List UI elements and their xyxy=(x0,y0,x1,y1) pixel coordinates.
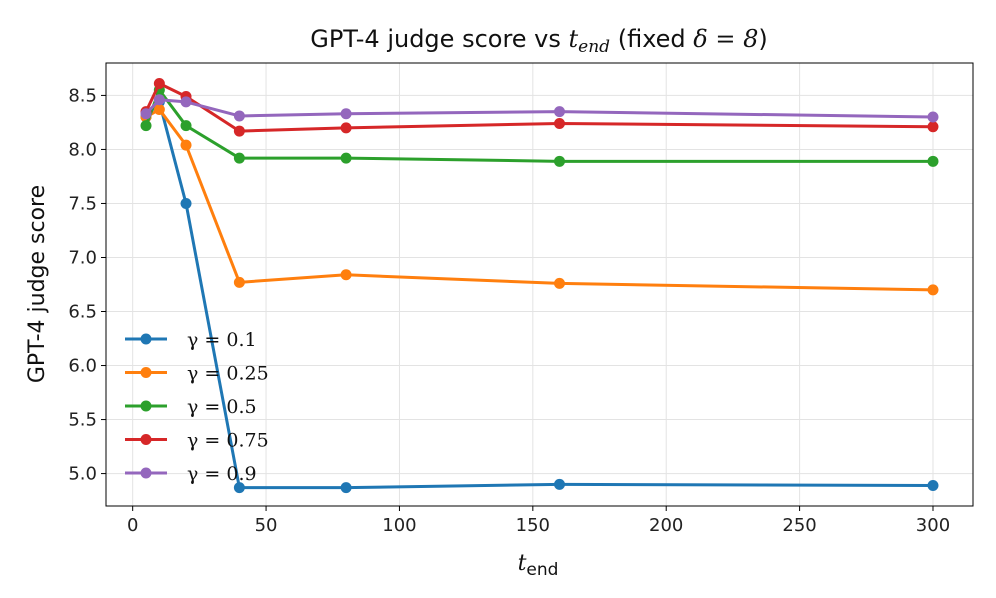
y-tick-label: 6.0 xyxy=(68,356,97,377)
data-point xyxy=(233,110,245,122)
y-tick-label: 5.0 xyxy=(68,464,97,485)
series-group xyxy=(140,78,939,137)
x-tick-label: 300 xyxy=(916,515,950,536)
legend-label: γ = 0.25 xyxy=(187,363,269,385)
data-point xyxy=(554,118,566,130)
x-tick-label: 150 xyxy=(516,515,550,536)
data-point xyxy=(927,479,939,491)
y-tick-label: 8.5 xyxy=(68,85,97,106)
x-tick-label: 0 xyxy=(127,515,138,536)
legend-label: γ = 0.75 xyxy=(187,430,269,452)
legend-label: γ = 0.9 xyxy=(187,463,257,485)
data-point xyxy=(340,152,352,164)
data-point xyxy=(180,96,192,108)
legend-entry: γ = 0.25 xyxy=(125,363,269,385)
data-point xyxy=(233,276,245,288)
y-tick-label: 5.5 xyxy=(68,410,97,431)
series-line xyxy=(144,82,933,133)
data-point xyxy=(340,269,352,281)
data-point xyxy=(927,284,939,296)
y-tick-label: 7.0 xyxy=(68,247,97,268)
data-point xyxy=(927,121,939,133)
x-tick-label: 250 xyxy=(782,515,816,536)
data-point xyxy=(233,125,245,137)
grid-lines xyxy=(106,63,973,506)
legend-entry: γ = 0.9 xyxy=(125,463,257,485)
x-axis-label: tend xyxy=(518,551,559,580)
data-point xyxy=(554,277,566,289)
legend-swatch-marker xyxy=(140,467,152,479)
legend-swatch-marker xyxy=(140,400,152,412)
data-point xyxy=(180,120,192,132)
y-tick-label: 6.5 xyxy=(68,302,97,323)
x-tick-label: 200 xyxy=(649,515,683,536)
x-tick-label: 50 xyxy=(255,515,278,536)
data-point xyxy=(927,155,939,167)
data-point xyxy=(340,482,352,494)
legend-swatch-marker xyxy=(140,367,152,378)
series-group xyxy=(140,103,939,296)
y-axis-label: GPT-4 judge score xyxy=(25,185,50,383)
chart-title: GPT-4 judge score vs tend (fixed δ = 8) xyxy=(310,25,768,57)
legend-swatch-marker xyxy=(140,434,152,445)
data-point xyxy=(180,197,192,209)
legend-swatch-marker xyxy=(140,333,152,345)
legend-label: γ = 0.1 xyxy=(187,329,257,351)
data-point xyxy=(140,108,152,120)
data-point xyxy=(153,78,165,90)
series-line xyxy=(144,98,934,119)
data-point xyxy=(554,155,566,167)
data-point xyxy=(180,139,192,151)
series-layer xyxy=(140,78,939,494)
series-group xyxy=(140,84,939,167)
data-point xyxy=(554,478,566,490)
data-point xyxy=(927,111,939,123)
x-tick-label: 100 xyxy=(382,515,416,536)
axis-ticks: 0 50 100 150 200 250 300 5.0 5.5 6.0 6.5 7.0 7.5 8.0 8… xyxy=(68,85,950,536)
series-group xyxy=(140,94,939,123)
data-point xyxy=(340,108,352,120)
legend-label: γ = 0.5 xyxy=(187,396,257,418)
legend-entry: γ = 0.1 xyxy=(125,329,257,351)
data-point xyxy=(233,152,245,164)
legend: γ = 0.1 γ = 0.25 γ = 0.5 γ = 0.75 γ = 0.9 xyxy=(125,329,269,485)
data-point xyxy=(153,94,165,106)
data-point xyxy=(554,106,566,118)
y-tick-label: 8.0 xyxy=(68,139,97,160)
series-line xyxy=(145,107,934,292)
data-point xyxy=(153,103,165,115)
data-point xyxy=(340,122,352,134)
legend-entry: γ = 0.75 xyxy=(125,430,269,452)
axes-frame xyxy=(105,62,974,507)
y-tick-label: 7.5 xyxy=(68,193,97,214)
data-point xyxy=(233,482,245,494)
data-point xyxy=(140,120,152,132)
legend-entry: γ = 0.5 xyxy=(125,396,257,418)
